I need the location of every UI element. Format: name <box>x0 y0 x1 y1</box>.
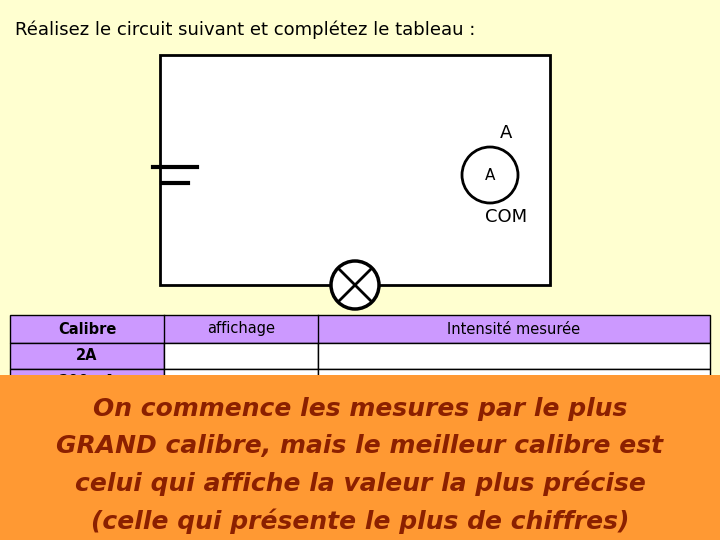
Bar <box>10 343 164 369</box>
Bar <box>164 343 318 369</box>
Text: (celle qui présente le plus de chiffres): (celle qui présente le plus de chiffres) <box>91 508 629 534</box>
Text: A: A <box>485 167 495 183</box>
Text: A: A <box>500 124 512 142</box>
Text: 200mA: 200mA <box>58 375 116 389</box>
Circle shape <box>462 147 518 203</box>
Text: Calibre: Calibre <box>58 321 116 336</box>
Text: COM: COM <box>485 208 527 226</box>
Text: Intensité mesurée: Intensité mesurée <box>447 321 580 336</box>
Circle shape <box>331 261 379 309</box>
Text: affichage: affichage <box>207 321 275 336</box>
Text: GRAND calibre, mais le meilleur calibre est: GRAND calibre, mais le meilleur calibre … <box>56 434 664 458</box>
Bar <box>0 375 720 540</box>
Text: 2A: 2A <box>76 348 98 363</box>
Bar <box>318 369 710 395</box>
Text: celui qui affiche la valeur la plus précise: celui qui affiche la valeur la plus préc… <box>75 471 645 496</box>
Bar <box>164 369 318 395</box>
Text: On commence les mesures par le plus: On commence les mesures par le plus <box>93 397 627 421</box>
Bar <box>318 343 710 369</box>
Bar <box>10 369 164 395</box>
Bar <box>10 315 710 343</box>
Bar <box>160 55 550 285</box>
Text: Réalisez le circuit suivant et complétez le tableau :: Réalisez le circuit suivant et complétez… <box>15 21 475 39</box>
